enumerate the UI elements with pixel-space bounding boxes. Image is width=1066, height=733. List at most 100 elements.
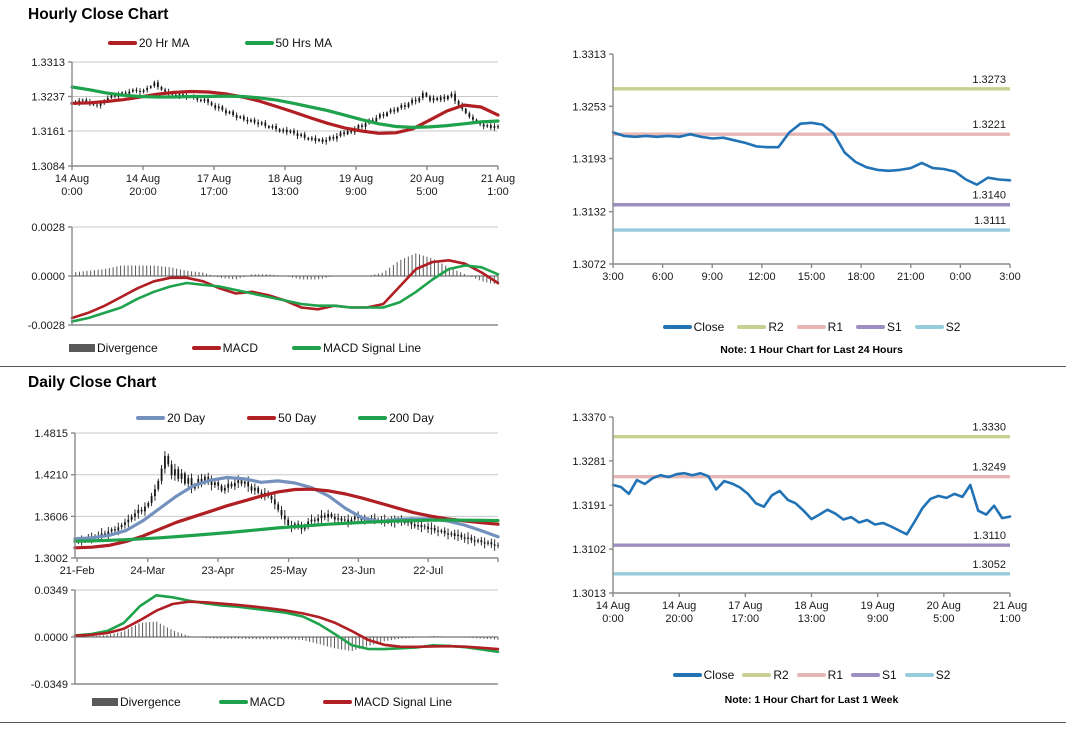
legend-item-close: Close: [662, 320, 725, 334]
line-swatch-macd-signal: [292, 346, 321, 350]
legend-label: 20 Day: [167, 411, 206, 425]
svg-text:1.3249: 1.3249: [972, 462, 1006, 474]
legend-item-divergence: Divergence: [91, 695, 181, 709]
legend-label: 20 Hr MA: [138, 36, 190, 50]
svg-text:13:00: 13:00: [798, 613, 826, 625]
line-swatch-20day: [136, 416, 166, 420]
legend-item-divergence: Divergence: [68, 341, 158, 355]
svg-text:17 Aug: 17 Aug: [728, 600, 762, 612]
line-swatch-s1: [851, 673, 880, 677]
legend-label: R2: [768, 320, 784, 334]
legend-item-close: Close: [672, 668, 735, 682]
legend-label: Divergence: [96, 341, 158, 355]
svg-text:1.3370: 1.3370: [572, 412, 606, 424]
hourly-pivot-note: Note: 1 Hour Chart for Last 24 Hours: [720, 344, 903, 356]
daily-ma-legend: 20 Day 50 Day 200 Day: [72, 411, 498, 425]
svg-text:1.3052: 1.3052: [972, 559, 1006, 571]
hourly-ma-legend: 20 Hr MA 50 Hrs MA: [0, 36, 440, 50]
line-swatch-macd-signal: [323, 700, 352, 704]
svg-text:1.3161: 1.3161: [31, 126, 65, 138]
line-swatch-r1: [796, 673, 826, 677]
svg-text:17:00: 17:00: [732, 613, 760, 625]
svg-text:9:00: 9:00: [702, 271, 723, 283]
line-swatch-r1: [796, 325, 826, 329]
legend-label: R2: [773, 668, 789, 682]
svg-text:20 Aug: 20 Aug: [927, 600, 961, 612]
svg-text:1.3253: 1.3253: [572, 101, 606, 113]
svg-text:17 Aug: 17 Aug: [197, 173, 231, 185]
legend-item-s2: S2: [914, 320, 960, 334]
legend-label: 50 Day: [278, 411, 317, 425]
legend-item-r1: R1: [796, 668, 843, 682]
line-swatch-close: [662, 325, 692, 329]
svg-text:1.3072: 1.3072: [572, 259, 606, 271]
daily-section-title: Daily Close Chart: [28, 374, 157, 391]
svg-text:5:00: 5:00: [933, 613, 954, 625]
line-swatch-s1: [856, 325, 885, 329]
legend-label: Divergence: [119, 695, 181, 709]
svg-text:19 Aug: 19 Aug: [339, 173, 373, 185]
hourly-pivot-legend: Close R2 R1 S1 S2: [613, 320, 1010, 334]
svg-text:1:00: 1:00: [487, 186, 508, 198]
svg-text:3:00: 3:00: [999, 271, 1020, 283]
svg-text:0:00: 0:00: [602, 613, 623, 625]
svg-text:1.3330: 1.3330: [972, 422, 1006, 434]
legend-item-50hrs-ma: 50 Hrs MA: [244, 36, 332, 50]
svg-text:19 Aug: 19 Aug: [861, 600, 895, 612]
svg-text:1.3606: 1.3606: [34, 511, 68, 523]
svg-text:6:00: 6:00: [652, 271, 673, 283]
svg-text:1.3111: 1.3111: [974, 215, 1006, 227]
legend-item-macd: MACD: [218, 695, 285, 709]
section-divider: [0, 366, 1066, 367]
bottom-divider: [0, 722, 1066, 723]
legend-item-20hr-ma: 20 Hr MA: [107, 36, 190, 50]
svg-text:18:00: 18:00: [847, 271, 875, 283]
line-swatch-r2: [737, 325, 767, 329]
svg-text:1.3110: 1.3110: [973, 530, 1006, 542]
svg-text:14 Aug: 14 Aug: [596, 600, 630, 612]
svg-text:1.3191: 1.3191: [572, 500, 606, 512]
legend-label: Close: [703, 668, 735, 682]
legend-item-200day: 200 Day: [358, 411, 434, 425]
line-swatch-s2: [904, 673, 934, 677]
svg-text:21 Aug: 21 Aug: [993, 600, 1027, 612]
svg-text:1.3281: 1.3281: [572, 456, 606, 468]
svg-text:1.3193: 1.3193: [572, 154, 606, 166]
line-swatch-r2: [742, 673, 772, 677]
svg-text:1.3140: 1.3140: [972, 190, 1006, 202]
bar-swatch-divergence: [68, 344, 95, 352]
svg-text:12:00: 12:00: [748, 271, 776, 283]
legend-item-20day: 20 Day: [136, 411, 205, 425]
svg-text:17:00: 17:00: [200, 186, 228, 198]
svg-text:18 Aug: 18 Aug: [268, 173, 302, 185]
svg-text:24-Mar: 24-Mar: [130, 565, 165, 577]
legend-item-s1: S1: [851, 668, 897, 682]
svg-text:1.3273: 1.3273: [972, 74, 1006, 86]
line-swatch-macd: [218, 700, 248, 704]
hourly-pivot-chart: 1.3273 1.3221 1.3140 1.3111 1.3313 1.3253 1.31…: [572, 49, 1020, 283]
legend-label: MACD: [249, 695, 285, 709]
svg-text:14 Aug: 14 Aug: [55, 173, 89, 185]
svg-text:0.0000: 0.0000: [31, 271, 65, 283]
svg-text:0:00: 0:00: [950, 271, 971, 283]
line-swatch-macd: [191, 346, 221, 350]
svg-text:1.3084: 1.3084: [31, 161, 65, 173]
legend-label: Close: [693, 320, 725, 334]
svg-text:1.3221: 1.3221: [972, 119, 1006, 131]
svg-text:-0.0349: -0.0349: [31, 679, 68, 691]
legend-item-macd-signal: MACD Signal Line: [292, 341, 421, 355]
legend-label: MACD Signal Line: [323, 341, 422, 355]
bar-swatch-divergence: [91, 698, 118, 706]
daily-macd-chart: 0.0349 0.0000 -0.0349: [31, 585, 500, 691]
legend-item-r2: R2: [742, 668, 789, 682]
line-swatch-s2: [914, 325, 944, 329]
svg-text:23-Jun: 23-Jun: [342, 565, 376, 577]
line-swatch-50hrs-ma: [244, 41, 274, 45]
svg-text:15:00: 15:00: [798, 271, 826, 283]
legend-item-r2: R2: [737, 320, 784, 334]
legend-label: 200 Day: [389, 411, 434, 425]
legend-item-s1: S1: [856, 320, 902, 334]
svg-text:21:00: 21:00: [897, 271, 925, 283]
